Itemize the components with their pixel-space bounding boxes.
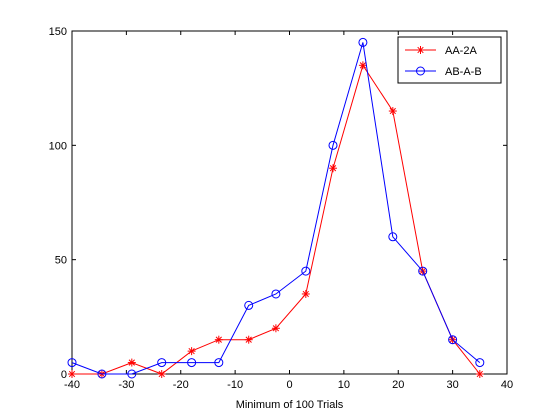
data-point [329,164,337,173]
data-point [448,335,458,345]
data-point [187,347,196,356]
data-point [328,140,338,150]
data-point [187,358,197,368]
legend-marker [416,46,425,54]
legend-box [397,36,502,84]
data-point [475,370,484,378]
data-point [97,369,107,379]
x-axis: -40 -30 -20 -10 0 10 20 30 40 [64,31,513,391]
data-point [271,324,280,333]
data-point [214,358,224,368]
data-point [475,358,485,368]
y-tick-label: 0 [61,369,67,381]
plot-area [71,30,508,375]
x-tick-label: -20 [173,379,189,391]
data-point [301,289,310,298]
data-point [244,300,254,310]
x-tick-label: 0 [286,379,292,391]
x-tick-label: -40 [64,379,80,391]
legend-item: AB-A-B [405,66,482,78]
x-axis-label: Minimum of 100 Trials [236,399,344,411]
series-1 [68,61,484,378]
data-point [157,358,167,368]
data-point [157,370,166,378]
data-point [388,232,398,242]
legend-label: AA-2A [445,45,477,57]
y-tick-label: 50 [55,255,67,267]
x-tick-label: -10 [227,379,243,391]
x-tick-label: 20 [392,379,404,391]
data-point [244,335,253,344]
legend-item: AA-2A [405,45,477,57]
data-point [358,61,367,70]
x-tick-label: -30 [118,379,134,391]
data-point [418,266,428,276]
y-tick-label: 150 [49,26,67,38]
x-tick-label: 10 [338,379,350,391]
series-layer [67,37,485,379]
y-tick-label: 100 [49,140,67,152]
data-point [214,335,223,344]
x-tick-label: 40 [501,379,513,391]
data-point [68,370,76,378]
series-line [71,42,481,375]
x-tick-label: 30 [447,379,459,391]
legend-label: AB-A-B [445,66,482,78]
data-point [358,37,368,47]
data-point [127,369,137,379]
data-point [388,107,397,116]
data-point [271,289,281,299]
data-point [67,358,77,368]
legend: AA-2A AB-A-B [397,36,502,84]
series-2 [67,37,485,379]
data-point [127,358,136,367]
y-axis: 0 50 100 150 [49,26,507,381]
data-point [301,266,311,276]
legend-marker [416,66,425,76]
